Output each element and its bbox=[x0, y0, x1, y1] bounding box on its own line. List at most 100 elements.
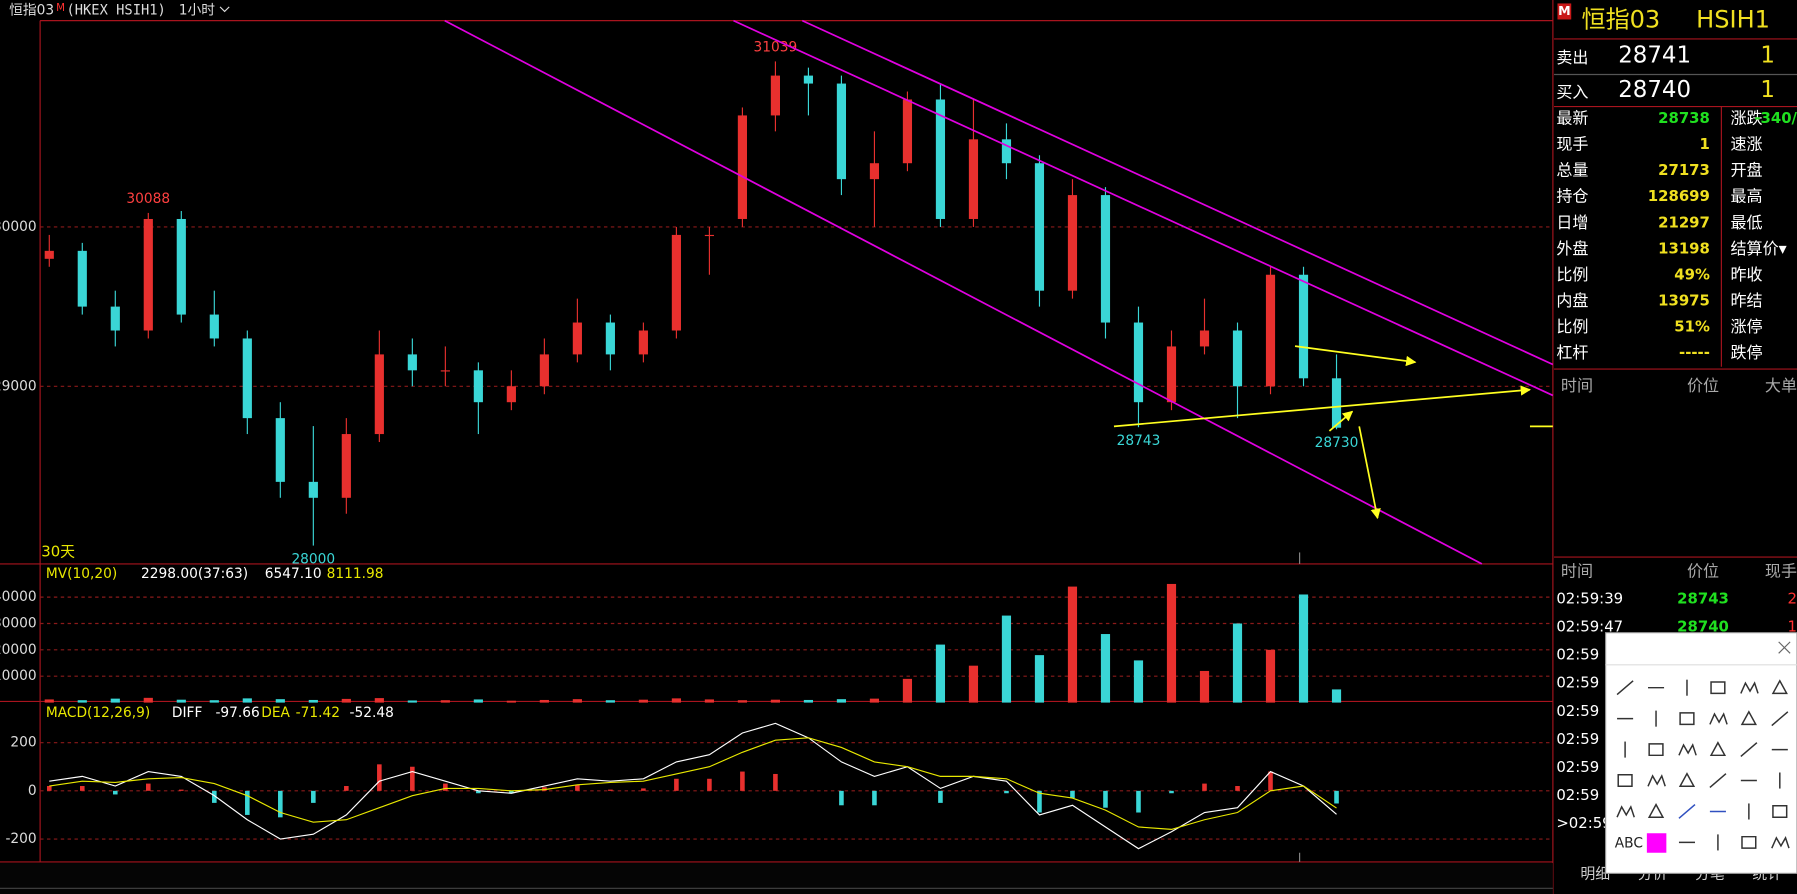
price-annotation: 28743 bbox=[1117, 433, 1161, 449]
macd-bar bbox=[179, 789, 184, 791]
candle-body bbox=[407, 354, 417, 371]
candle-body bbox=[737, 115, 747, 219]
candle-body bbox=[968, 139, 979, 219]
indicator-readout: 8111.98 bbox=[327, 566, 384, 582]
quote-label: 日增 bbox=[1556, 213, 1588, 232]
tool-icon[interactable] bbox=[1648, 743, 1664, 757]
quote-label: 比例 bbox=[1556, 317, 1588, 336]
volume-bar bbox=[605, 700, 615, 703]
y-tick-label: 0 bbox=[28, 783, 37, 799]
macd-bar bbox=[245, 790, 250, 815]
quote-label: 外盘 bbox=[1556, 239, 1588, 258]
macd-bar bbox=[707, 778, 712, 791]
tool-icon[interactable] bbox=[1678, 743, 1697, 756]
quote-label: 涨停 bbox=[1731, 317, 1763, 336]
quote-value: 49% bbox=[1674, 265, 1710, 283]
macd-bar bbox=[344, 786, 349, 791]
indicator-readout: 2298.00(37:63) bbox=[141, 566, 248, 582]
candle-body bbox=[1298, 274, 1309, 379]
tool-icon[interactable] bbox=[1771, 679, 1788, 695]
trade-cell: 1 bbox=[1788, 618, 1797, 636]
y-tick-label: 40000 bbox=[0, 589, 37, 605]
candle-body bbox=[539, 354, 549, 387]
tool-icon[interactable] bbox=[1740, 742, 1758, 758]
quote-label: 杠杆 bbox=[1556, 343, 1588, 362]
candle-body bbox=[638, 330, 648, 355]
volume-bar bbox=[473, 699, 483, 703]
tool-icon[interactable] bbox=[1740, 681, 1759, 694]
toolbar-box bbox=[1605, 632, 1797, 874]
candle-body bbox=[143, 218, 153, 331]
legend-value: -71.42 bbox=[296, 705, 340, 721]
trade-cell: 02:59:47 bbox=[1556, 618, 1623, 636]
tool-icon[interactable] bbox=[1709, 773, 1727, 788]
tool-icon[interactable] bbox=[1771, 711, 1789, 727]
macd-bar bbox=[311, 790, 316, 803]
volume-bar bbox=[1034, 655, 1045, 703]
tool-icon[interactable] bbox=[1710, 681, 1726, 695]
candle-body bbox=[902, 99, 913, 164]
tool-icon[interactable] bbox=[1616, 805, 1635, 818]
mark: M bbox=[56, 2, 65, 14]
tab[interactable]: 明细 bbox=[1580, 865, 1610, 883]
drawing-toolbar: ABC bbox=[1605, 632, 1797, 874]
tool-icon[interactable] bbox=[1678, 772, 1696, 788]
macd-bar bbox=[46, 786, 52, 791]
quote-mark: M bbox=[1558, 3, 1571, 18]
toolbar-close[interactable] bbox=[1778, 641, 1791, 654]
tool-icon[interactable] bbox=[1647, 774, 1666, 787]
period-dropdown[interactable] bbox=[219, 6, 230, 13]
candle-body bbox=[1001, 139, 1012, 164]
candle-body bbox=[704, 234, 714, 237]
tool-icon[interactable] bbox=[1617, 774, 1633, 788]
quote-value: 13198 bbox=[1658, 239, 1710, 257]
volume-bar bbox=[44, 699, 54, 703]
y-tick-label: 20000 bbox=[0, 642, 37, 658]
tool-icon[interactable] bbox=[1740, 710, 1757, 726]
tool-icon[interactable] bbox=[1679, 712, 1695, 726]
macd-bar bbox=[641, 788, 646, 791]
quote-value: 13975 bbox=[1658, 291, 1710, 309]
y-tick-label: 29000 bbox=[0, 378, 37, 394]
quote-label: 总量 bbox=[1556, 161, 1588, 180]
volume-bar bbox=[341, 698, 351, 703]
color-tool[interactable] bbox=[1646, 833, 1667, 853]
candle-body bbox=[1133, 322, 1144, 403]
tool-icon[interactable] bbox=[1647, 803, 1665, 818]
volume-bar bbox=[572, 699, 582, 703]
y-tick-label: 30000 bbox=[0, 615, 37, 631]
macd-bar bbox=[1070, 790, 1075, 799]
bid-qty: 1 bbox=[1760, 77, 1775, 103]
quote-value: ----- bbox=[1679, 343, 1710, 361]
text-tool[interactable]: ABC bbox=[1615, 836, 1643, 852]
candle-body bbox=[1232, 330, 1243, 387]
candle-body bbox=[605, 322, 615, 355]
volume-bar bbox=[671, 698, 681, 703]
range-label: 30天 bbox=[41, 542, 75, 560]
volume-bar bbox=[638, 699, 648, 703]
candle-body bbox=[1166, 346, 1177, 403]
candle-body bbox=[110, 306, 120, 331]
tool-icon[interactable] bbox=[1709, 741, 1727, 757]
volume-bar bbox=[737, 700, 747, 703]
volume-bar bbox=[935, 644, 946, 703]
macd-bar bbox=[1202, 783, 1207, 791]
tool-icon[interactable] bbox=[1678, 804, 1696, 819]
tool-icon[interactable] bbox=[1741, 835, 1757, 849]
volume-bar bbox=[374, 698, 384, 703]
volume-bar bbox=[275, 699, 285, 703]
period[interactable]: 1小时 bbox=[179, 2, 215, 18]
column-header: 价位 bbox=[1687, 376, 1719, 395]
macd-bar bbox=[1268, 771, 1273, 791]
tool-icon[interactable] bbox=[1771, 836, 1790, 849]
quote-label: 内盘 bbox=[1556, 291, 1588, 310]
tool-icon[interactable] bbox=[1772, 805, 1788, 818]
ask-price: 28741 bbox=[1618, 43, 1691, 69]
trade-cell: 02:59 bbox=[1556, 758, 1599, 776]
quote-value: 1 bbox=[1700, 135, 1710, 153]
volume-bar bbox=[242, 698, 252, 703]
tool-icon[interactable] bbox=[1616, 680, 1634, 696]
tool-icon[interactable] bbox=[1709, 712, 1728, 725]
